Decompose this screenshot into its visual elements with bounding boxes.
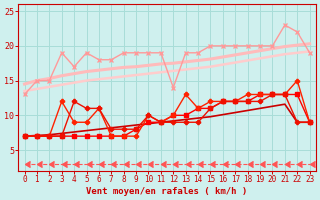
X-axis label: Vent moyen/en rafales ( km/h ): Vent moyen/en rafales ( km/h ): [86, 187, 248, 196]
